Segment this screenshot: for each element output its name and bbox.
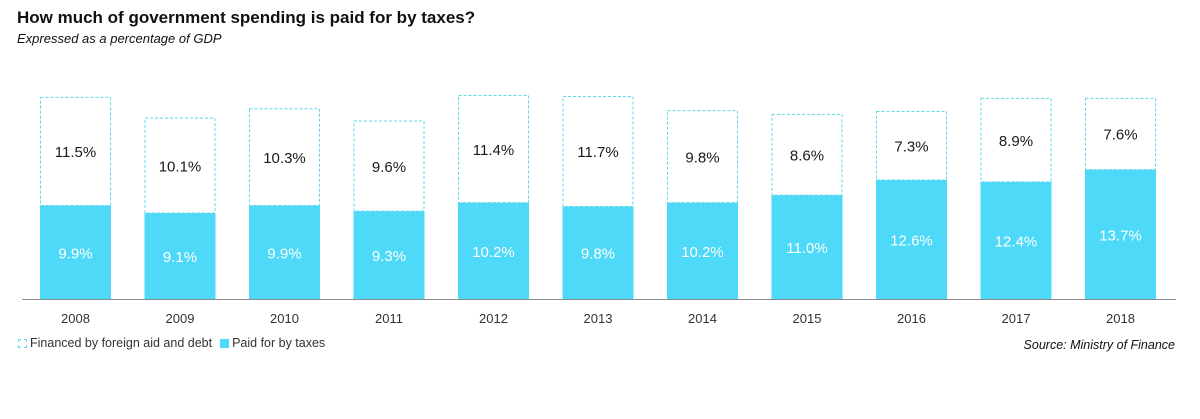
data-label-taxes-2014: 10.2% — [681, 244, 724, 261]
bar-taxes-2009 — [144, 213, 216, 299]
bar-taxes-2014 — [667, 202, 738, 299]
data-label-financed-2018: 7.6% — [1103, 127, 1137, 144]
bar-taxes-2016 — [876, 180, 947, 299]
data-label-financed-2010: 10.3% — [263, 150, 306, 167]
x-tick-label-2013: 2013 — [584, 311, 613, 326]
bar-taxes-2008 — [40, 205, 111, 299]
bar-financed-2012 — [458, 95, 529, 204]
legend-swatch-taxes — [220, 338, 230, 348]
data-label-taxes-2009: 9.1% — [163, 249, 197, 266]
bar-taxes-2013 — [562, 206, 634, 299]
bar-financed-2015 — [771, 113, 843, 196]
bar-financed-2018 — [1085, 97, 1156, 171]
bar-financed-2010 — [249, 108, 320, 206]
data-label-financed-2012: 11.4% — [473, 142, 514, 159]
x-tick-label-2016: 2016 — [897, 311, 926, 326]
data-label-taxes-2012: 10.2% — [472, 244, 515, 261]
bar-taxes-2017 — [980, 181, 1052, 299]
legend-item-taxes: Paid for by taxes — [220, 336, 325, 350]
data-label-taxes-2015: 11.0% — [786, 240, 827, 257]
data-label-taxes-2018: 13.7% — [1099, 227, 1142, 244]
legend-label-financed: Financed by foreign aid and debt — [30, 336, 213, 350]
x-tick-label-2017: 2017 — [1002, 311, 1031, 326]
bar-financed-2011 — [353, 120, 425, 212]
data-label-financed-2017: 8.9% — [999, 133, 1033, 150]
x-tick-label-2008: 2008 — [61, 311, 90, 326]
chart-subtitle: Expressed as a percentage of GDP — [17, 31, 222, 46]
x-tick-label-2009: 2009 — [166, 311, 195, 326]
data-label-financed-2009: 10.1% — [159, 158, 202, 175]
data-label-financed-2014: 9.8% — [685, 149, 719, 166]
data-label-taxes-2017: 12.4% — [995, 233, 1038, 250]
legend-swatch-financed — [18, 338, 27, 348]
data-label-taxes-2011: 9.3% — [372, 248, 406, 265]
bar-taxes-2011 — [353, 211, 425, 299]
chart-title: How much of government spending is paid … — [17, 8, 476, 27]
data-label-financed-2013: 11.7% — [577, 144, 618, 161]
bar-financed-2008 — [40, 96, 111, 206]
bar-taxes-2010 — [249, 205, 320, 299]
x-tick-label-2010: 2010 — [270, 311, 299, 326]
bar-financed-2009 — [144, 117, 216, 214]
legend: Financed by foreign aid and debt Paid fo… — [18, 336, 333, 350]
legend-label-taxes: Paid for by taxes — [232, 336, 326, 350]
bar-taxes-2015 — [771, 195, 843, 299]
x-tick-label-2014: 2014 — [688, 311, 717, 326]
data-label-financed-2015: 8.6% — [790, 148, 824, 165]
data-label-financed-2008: 11.5% — [55, 144, 96, 161]
bar-financed-2014 — [667, 110, 738, 204]
data-label-taxes-2016: 12.6% — [890, 233, 933, 250]
bar-taxes-2012 — [458, 202, 529, 299]
bar-financed-2017 — [980, 97, 1052, 183]
x-tick-label-2018: 2018 — [1106, 311, 1135, 326]
data-label-financed-2011: 9.6% — [372, 159, 406, 176]
x-tick-label-2012: 2012 — [479, 311, 508, 326]
bar-financed-2016 — [876, 111, 947, 181]
bar-financed-2013 — [562, 95, 634, 207]
data-label-taxes-2013: 9.8% — [581, 246, 615, 263]
source-note: Source: Ministry of Finance — [1023, 338, 1175, 352]
x-tick-label-2015: 2015 — [793, 311, 822, 326]
data-label-taxes-2008: 9.9% — [58, 245, 92, 262]
bar-taxes-2018 — [1085, 169, 1156, 299]
data-label-taxes-2010: 9.9% — [267, 245, 301, 262]
x-tick-label-2011: 2011 — [375, 311, 403, 326]
legend-item-financed: Financed by foreign aid and debt — [18, 336, 212, 350]
data-label-financed-2016: 7.3% — [894, 139, 928, 156]
